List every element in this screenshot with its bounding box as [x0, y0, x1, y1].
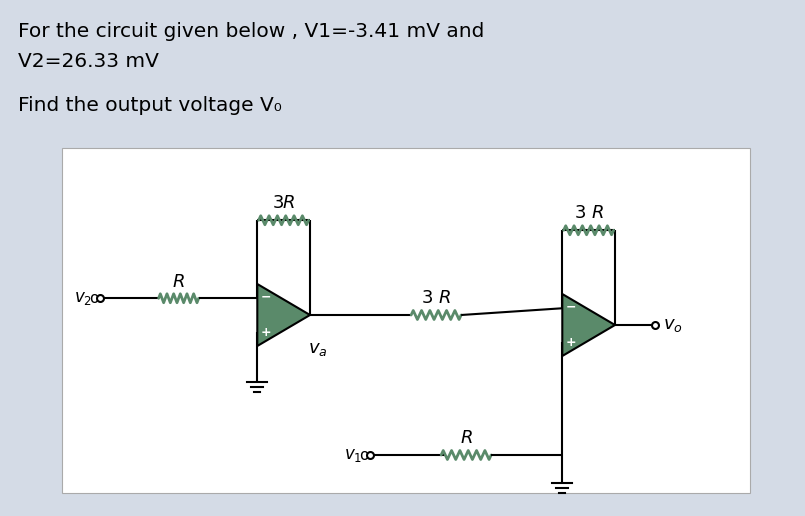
Text: For the circuit given below , V1=-3.41 mV and: For the circuit given below , V1=-3.41 m… [18, 22, 485, 41]
Polygon shape [563, 294, 615, 356]
Polygon shape [258, 284, 310, 346]
Text: $3\ R$: $3\ R$ [574, 204, 604, 222]
FancyBboxPatch shape [62, 148, 750, 493]
Text: $v_2$: $v_2$ [74, 289, 92, 307]
Text: −: − [566, 301, 576, 314]
Text: $R$: $R$ [460, 429, 473, 447]
Text: o: o [89, 291, 98, 306]
Text: −: − [261, 291, 271, 304]
Text: $3\ R$: $3\ R$ [421, 289, 451, 307]
Text: $v_a$: $v_a$ [308, 340, 328, 358]
Text: +: + [566, 336, 576, 349]
Text: o: o [358, 447, 368, 462]
Text: Find the output voltage V₀: Find the output voltage V₀ [18, 96, 282, 115]
Text: $3R$: $3R$ [272, 194, 295, 212]
Text: $v_o$: $v_o$ [663, 316, 683, 334]
Text: $v_1$: $v_1$ [344, 446, 362, 464]
Text: +: + [261, 326, 271, 339]
Text: $R$: $R$ [172, 273, 185, 291]
Text: V2=26.33 mV: V2=26.33 mV [18, 52, 159, 71]
